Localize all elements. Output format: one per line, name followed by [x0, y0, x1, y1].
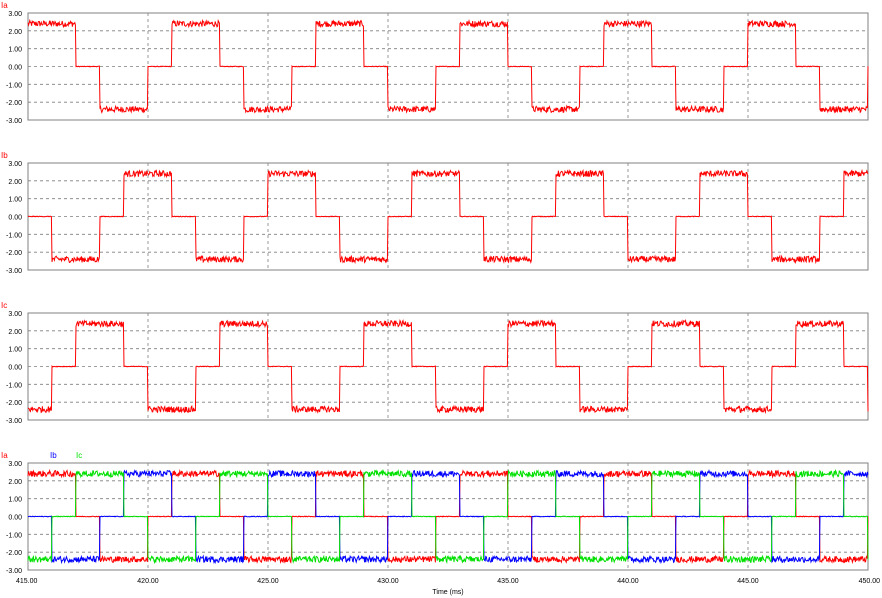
- y-tick-label: 0.00: [8, 215, 22, 222]
- y-tick-label: 3.00: [8, 11, 22, 18]
- y-tick-label: -1.00: [6, 82, 22, 89]
- y-tick-label: 3.00: [8, 311, 22, 318]
- legend-ia: Ia: [1, 451, 8, 460]
- y-tick-label: 1.00: [8, 197, 22, 204]
- x-axis-label: Time (ms): [432, 589, 463, 596]
- y-tick-label: 1.00: [8, 47, 22, 54]
- x-tick-label: 430.00: [377, 578, 399, 585]
- y-tick-label: -1.00: [6, 382, 22, 389]
- y-tick-label: 0.00: [8, 365, 22, 372]
- y-tick-label: -3.00: [6, 118, 22, 125]
- chart-panel-1: 3.00 2.00 1.00 0.00 -1.00 -2.00 -3.00 Ia: [1, 1, 869, 125]
- y-tick-label: 3.00: [8, 161, 22, 168]
- y-tick-label: 2.00: [8, 479, 22, 486]
- y-tick-label: 1.00: [8, 497, 22, 504]
- y-tick-label: 0.00: [8, 515, 22, 522]
- series-line-ic: [27, 318, 869, 415]
- x-tick-label: 420.00: [137, 578, 159, 585]
- y-tick-label: -2.00: [6, 550, 22, 557]
- y-tick-label: -2.00: [6, 250, 22, 257]
- legend-ib: Ib: [50, 451, 57, 460]
- y-tick-label: 1.00: [8, 347, 22, 354]
- chart-panel-2: 3.00 2.00 1.00 0.00 -1.00 -2.00 -3.00 Ib: [1, 151, 869, 275]
- y-tick-label: -1.00: [6, 532, 22, 539]
- series-line-ic: [27, 468, 869, 565]
- series-line-ia: [27, 18, 869, 114]
- y-tick-label: -3.00: [6, 268, 22, 275]
- series-line-ib: [27, 469, 869, 565]
- x-tick-label: 435.00: [497, 578, 519, 585]
- y-tick-label: 2.00: [8, 329, 22, 336]
- series-line-ib: [27, 168, 869, 265]
- x-tick-label: 425.00: [257, 578, 279, 585]
- legend-ic: Ic: [76, 451, 82, 460]
- y-tick-label: 2.00: [8, 179, 22, 186]
- y-tick-label: -1.00: [6, 232, 22, 239]
- y-tick-label: 3.00: [8, 461, 22, 468]
- series-line-ia: [27, 468, 869, 565]
- x-tick-label: 450.00: [859, 578, 881, 585]
- x-tick-label: 445.00: [737, 578, 759, 585]
- panel-title: Ib: [1, 151, 8, 160]
- y-tick-label: 0.00: [8, 65, 22, 72]
- y-tick-label: -3.00: [6, 568, 22, 575]
- panel-title: Ia: [1, 1, 8, 10]
- x-tick-label: 440.00: [617, 578, 639, 585]
- x-tick-label: 415.00: [16, 578, 38, 585]
- y-tick-label: -2.00: [6, 400, 22, 407]
- panel-title: Ic: [1, 301, 7, 310]
- y-tick-label: 2.00: [8, 29, 22, 36]
- chart-panel-3: 3.00 2.00 1.00 0.00 -1.00 -2.00 -3.00 Ic: [1, 301, 869, 425]
- y-tick-label: -2.00: [6, 100, 22, 107]
- chart-panel-4: 3.00 2.00 1.00 0.00 -1.00 -2.00 -3.00 Ia Ib Ic 415…: [1, 451, 880, 596]
- y-tick-label: -3.00: [6, 418, 22, 425]
